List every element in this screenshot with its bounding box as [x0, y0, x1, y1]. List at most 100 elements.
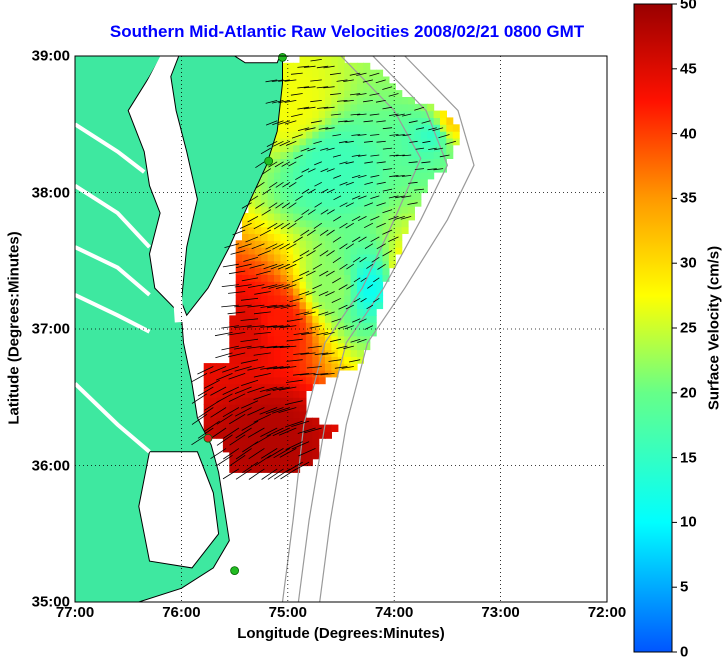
velocity-cell [369, 117, 377, 125]
velocity-cell [357, 294, 364, 303]
velocity-cell [286, 438, 294, 446]
velocity-cell [318, 76, 326, 84]
velocity-cell [280, 370, 288, 378]
velocity-cell [382, 158, 390, 166]
velocity-cell [299, 404, 307, 412]
velocity-cell [337, 281, 345, 289]
velocity-cell [408, 124, 415, 132]
velocity-cell [254, 363, 262, 371]
velocity-cell [305, 253, 313, 262]
velocity-cell [388, 213, 396, 221]
velocity-cell [318, 342, 326, 351]
velocity-cell [369, 110, 377, 118]
velocity-cell [286, 69, 294, 78]
velocity-arrow [301, 168, 310, 173]
velocity-arrow [318, 311, 329, 316]
velocity-cell [344, 103, 352, 112]
velocity-cell [203, 417, 211, 426]
velocity-cell [280, 165, 288, 173]
velocity-cell [242, 363, 249, 371]
velocity-cell [299, 301, 307, 310]
velocity-cell [382, 117, 390, 125]
velocity-arrow [339, 222, 348, 229]
velocity-arrow [298, 448, 316, 457]
x-tick-label: 74:00 [375, 604, 414, 621]
velocity-cell [293, 192, 301, 200]
velocity-cell [267, 185, 275, 194]
velocity-cell [318, 363, 326, 371]
velocity-cell [305, 117, 313, 125]
velocity-cell [325, 233, 332, 241]
velocity-cell [254, 383, 262, 391]
velocity-arrow [293, 236, 303, 243]
velocity-arrow [268, 161, 278, 168]
velocity-cell [274, 356, 281, 364]
velocity-arrow [255, 181, 265, 189]
velocity-cell [293, 451, 301, 460]
velocity-cell [401, 172, 409, 180]
velocity-arrow [210, 386, 227, 396]
velocity-cell [254, 308, 262, 316]
velocity-cell [254, 281, 262, 289]
velocity-cell [280, 288, 288, 296]
velocity-cell [382, 137, 390, 146]
velocity-cell [337, 199, 345, 207]
velocity-arrow [247, 407, 265, 416]
velocity-cell [299, 172, 307, 180]
velocity-arrow [222, 427, 240, 439]
velocity-cell [357, 260, 364, 269]
velocity-cell [318, 69, 326, 78]
velocity-cell [305, 158, 313, 166]
velocity-cell [216, 390, 224, 398]
velocity-cell [305, 240, 313, 248]
velocity-cell [331, 281, 339, 289]
velocity-cell [433, 151, 441, 159]
velocity-cell [350, 356, 358, 364]
velocity-cell [261, 185, 269, 194]
velocity-arrow [326, 229, 335, 236]
velocity-cell [363, 172, 371, 180]
velocity-cell [382, 151, 390, 159]
velocity-cell [293, 363, 301, 371]
velocity-cell [331, 62, 339, 71]
velocity-arrow [272, 427, 291, 437]
velocity-cell [344, 322, 352, 330]
velocity-cell [254, 329, 262, 337]
velocity-cell [427, 137, 435, 146]
velocity-cell [235, 417, 243, 426]
velocity-cell [312, 110, 320, 118]
velocity-cell [325, 199, 332, 207]
velocity-arrow [240, 297, 259, 301]
velocity-arrow [278, 120, 291, 125]
velocity-cell [344, 110, 352, 118]
velocity-cell [382, 76, 390, 84]
velocity-cell [248, 335, 256, 344]
velocity-cell [248, 240, 256, 248]
velocity-cell [357, 69, 364, 78]
velocity-cell [414, 178, 422, 187]
velocity-cell [337, 206, 345, 214]
velocity-cell [305, 192, 313, 200]
velocity-cell [254, 288, 262, 296]
velocity-cell [274, 219, 281, 228]
velocity-arrow [310, 120, 322, 124]
velocity-arrow [253, 413, 271, 423]
velocity-cell [293, 445, 301, 453]
velocity-cell [293, 329, 301, 337]
velocity-cell [286, 103, 294, 112]
velocity-cell [427, 144, 435, 153]
velocity-cell [369, 315, 377, 323]
velocity-cell [242, 410, 249, 419]
velocity-arrow [247, 325, 265, 328]
velocity-cell [344, 76, 352, 84]
velocity-cell [344, 172, 352, 180]
velocity-arrow [259, 229, 271, 237]
velocity-cell [344, 288, 352, 296]
velocity-cell [229, 349, 237, 357]
velocity-cell [286, 110, 294, 118]
velocity-cell [312, 308, 320, 316]
velocity-cell [242, 267, 249, 275]
velocity-cell [293, 281, 301, 289]
velocity-cell [414, 103, 422, 112]
velocity-cell [242, 445, 249, 453]
